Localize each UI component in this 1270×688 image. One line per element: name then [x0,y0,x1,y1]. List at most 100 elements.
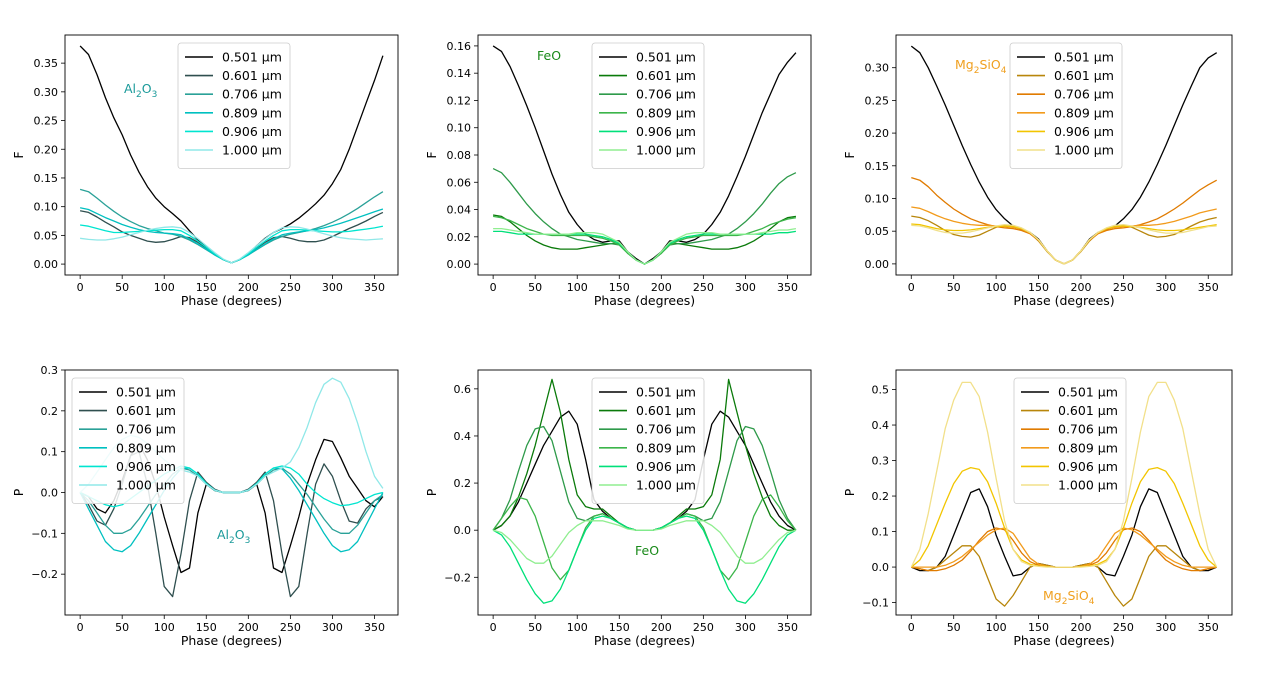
annotation-text: O [142,81,152,96]
annotation-label: Mg2SiO4 [1043,588,1095,607]
x-tick-label: 200 [651,281,672,294]
legend-label-4: 0.809 μm [222,105,282,120]
legend-label-2: 0.601 μm [1054,68,1114,83]
annotation-subscript: 3 [245,536,251,546]
legend-label-2: 0.601 μm [636,403,696,418]
x-tick-label: 250 [693,281,714,294]
series-line-3 [492,168,797,265]
legend-label-4: 0.809 μm [1058,440,1118,455]
x-tick-label: 150 [1028,621,1049,634]
x-tick-label: 150 [609,621,630,634]
annotation-text: SiO [1067,588,1088,603]
legend-label-4: 0.809 μm [636,105,696,120]
series-line-4 [911,527,1217,568]
x-tick-label: 0 [908,281,915,294]
legend-label-1: 0.501 μm [222,50,282,65]
x-tick-label: 100 [986,281,1007,294]
legend-box [1009,42,1123,169]
x-tick-label: 100 [567,621,588,634]
y-tick-label: 0.25 [865,94,890,107]
x-tick-label: 100 [567,281,588,294]
x-tick-label: 250 [280,621,301,634]
legend-label-1: 0.501 μm [1058,385,1118,400]
y-tick-label: 0.14 [447,67,472,80]
x-tick-label: 300 [322,281,343,294]
panel-P-Mg2SiO4: 0 50 100 150 200 250 300 350 −0.1 0.0 0.1 0.2 0.3 0.4… [842,369,1233,648]
series-line-3 [911,176,1218,265]
axes-frame [477,369,812,616]
annotation-subscript: 2 [136,90,142,100]
y-tick-label: 0.04 [447,204,472,217]
x-tick-label: 50 [947,281,961,294]
x-tick-label: 200 [651,621,672,634]
series-group [492,45,797,265]
legend-label-4: 0.809 μm [1054,105,1114,120]
x-tick-label: 250 [280,281,301,294]
annotation-text: FeO [537,48,561,63]
x-axis-label: Phase (degrees) [594,633,695,648]
y-tick-label: 0.30 [34,86,59,99]
x-tick-label: 50 [115,621,129,634]
annotation-subscript: 4 [1001,66,1007,76]
legend-label-3: 0.706 μm [116,422,176,437]
legend-label-1: 0.501 μm [1054,50,1114,65]
legend-label-3: 0.706 μm [1058,422,1118,437]
legend-label-3: 0.706 μm [636,422,696,437]
legend-label-5: 0.906 μm [222,124,282,139]
legend-label-2: 0.601 μm [636,68,696,83]
annotation-text: Mg [955,57,974,72]
legend-label-1: 0.501 μm [116,385,176,400]
x-axis-label: Phase (degrees) [1013,633,1114,648]
annotation-label: Al2O3 [217,527,250,546]
y-tick-label: 0.3 [872,455,890,468]
panel-F-Mg2SiO4: 0 50 100 150 200 250 300 350 0.00 0.05 0.10 0.15 0.2… [842,34,1233,308]
y-tick-label: 0.0 [41,487,59,500]
x-tick-label: 150 [196,281,217,294]
x-tick-label: 50 [528,281,542,294]
x-tick-label: 0 [77,281,84,294]
series-line-4 [79,207,384,264]
legend-box [177,42,291,169]
legend-box [71,377,185,504]
x-tick-label: 300 [1155,281,1176,294]
y-tick-label: 0.05 [865,225,890,238]
y-tick-label: 0.00 [865,258,890,271]
y-axis-label: F [11,151,26,158]
series-line-5 [492,515,797,604]
legend-label-4: 0.809 μm [636,440,696,455]
y-tick-label: −0.2 [31,568,58,581]
x-tick-label: 0 [908,621,915,634]
panel-F-FeO: 0 50 100 150 200 250 300 350 0.00 0.02 0.04 0.06 0.0… [424,34,812,308]
x-tick-label: 350 [777,621,798,634]
series-line-5 [911,223,1217,265]
y-tick-label: 0.10 [447,122,472,135]
series-line-2 [911,215,1217,265]
legend-label-6: 1.000 μm [1058,478,1118,493]
x-tick-label: 0 [490,621,497,634]
x-tick-label: 100 [154,281,175,294]
x-tick-label: 350 [364,281,385,294]
y-tick-label: 0.02 [447,231,472,244]
panel-P-FeO: 0 50 100 150 200 250 300 350 −0.2 0.0 0.2 0.4 0.6 Pha… [424,369,812,648]
x-axis-label: Phase (degrees) [181,633,282,648]
legend-label-3: 0.706 μm [222,87,282,102]
x-axis-label: Phase (degrees) [181,293,282,308]
legend-label-1: 0.501 μm [636,50,696,65]
x-tick-label: 50 [947,621,961,634]
y-tick-label: 0.2 [872,490,890,503]
x-tick-label: 300 [322,621,343,634]
legend-label-6: 1.000 μm [636,478,696,493]
legend-label-2: 0.601 μm [222,68,282,83]
x-tick-label: 300 [735,281,756,294]
annotation-subscript: 4 [1089,597,1095,607]
legend-label-5: 0.906 μm [1054,124,1114,139]
series-line-2 [492,214,796,265]
y-tick-label: 0.35 [34,57,59,70]
y-axis-label: F [424,151,439,158]
y-tick-label: 0.25 [34,115,59,128]
x-axis-label: Phase (degrees) [594,293,695,308]
legend-label-3: 0.706 μm [636,87,696,102]
y-tick-label: 0.10 [34,201,59,214]
y-tick-label: 0.05 [34,229,59,242]
annotation-text: Al [124,81,136,96]
